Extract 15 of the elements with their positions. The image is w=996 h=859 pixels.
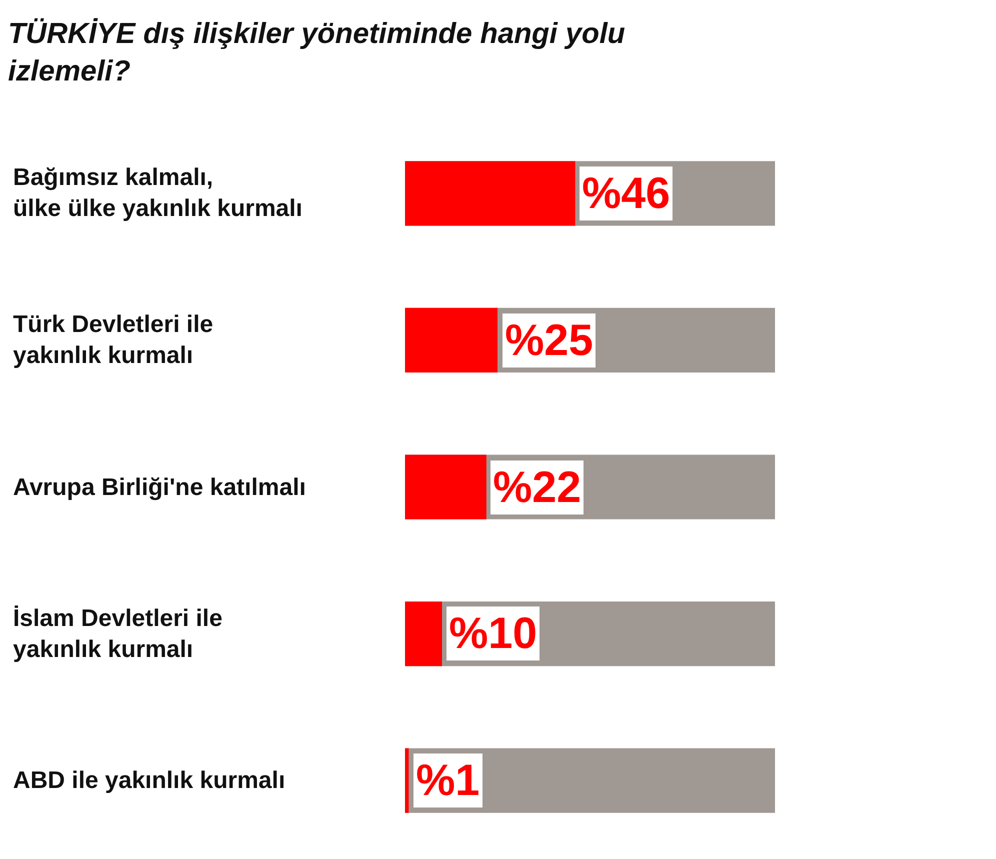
- chart-title: TÜRKİYE dış ilişkiler yönetiminde hangi yolu izlemeli?: [8, 18, 626, 88]
- bar: [405, 308, 498, 372]
- data-label: %25: [505, 316, 594, 365]
- y-tick-label: İslam Devletleri ile yakınlık kurmalı: [13, 605, 222, 664]
- y-tick-label: Avrupa Birliği'ne katılmalı: [13, 474, 306, 501]
- y-tick-label: Türk Devletleri ile yakınlık kurmalı: [13, 311, 214, 370]
- y-tick-label: ABD ile yakınlık kurmalı: [13, 767, 286, 794]
- data-label: %10: [449, 609, 538, 658]
- y-tick-label: Bağımsız kalmalı, ülke ülke yakınlık kurmalı: [13, 164, 302, 222]
- data-label: %1: [416, 756, 480, 805]
- data-label: %46: [582, 169, 670, 218]
- bar: [405, 454, 486, 520]
- bar: [405, 748, 409, 813]
- data-label: %22: [493, 463, 582, 512]
- bar: [405, 602, 442, 666]
